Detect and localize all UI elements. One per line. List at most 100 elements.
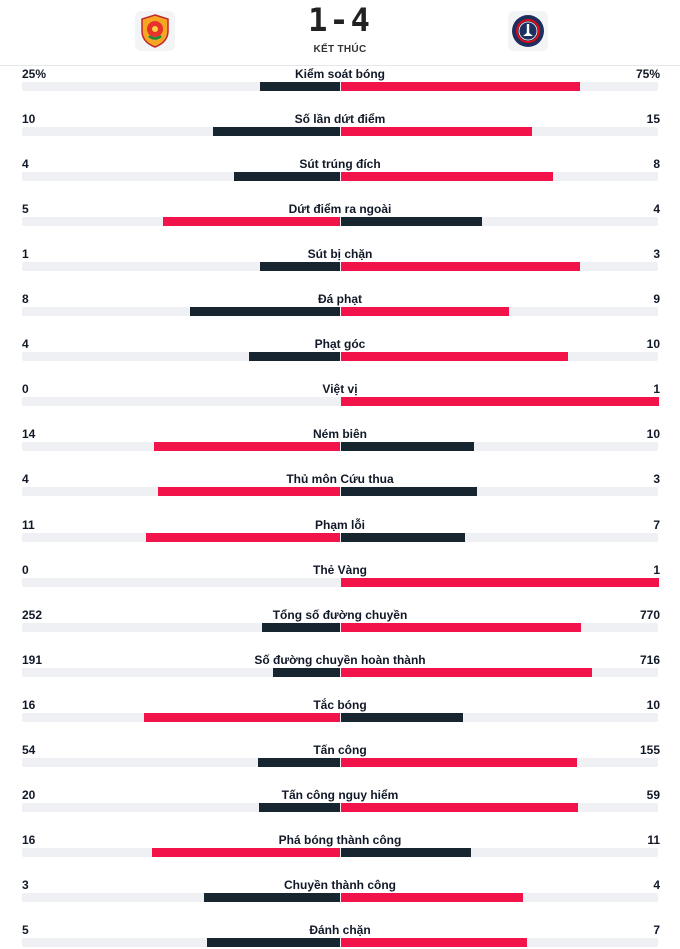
stat-label: Phạt góc	[314, 337, 366, 351]
away-stat-value: 10	[646, 698, 660, 712]
away-stat-bar	[341, 217, 482, 226]
away-stat-value: 716	[639, 653, 660, 667]
home-stat-value: 5	[22, 923, 29, 937]
home-stat-value: 16	[22, 833, 36, 847]
home-stat-bar	[146, 533, 340, 542]
home-stat-bar	[259, 803, 340, 812]
stat-label: Chuyền thành công	[284, 878, 396, 892]
stat-bar-track	[22, 713, 658, 722]
stat-bar-track	[22, 758, 658, 767]
home-stat-bar	[144, 713, 340, 722]
home-stat-bar	[190, 307, 340, 316]
home-stat-bar	[163, 217, 340, 226]
home-stat-value: 0	[22, 563, 29, 577]
stat-row: 54 Tấn công 155	[0, 742, 680, 787]
stat-bar-track	[22, 668, 658, 677]
stat-label: Đánh chặn	[309, 923, 371, 937]
away-stat-value: 3	[653, 247, 660, 261]
home-stat-value: 10	[22, 112, 36, 126]
stat-bar-track	[22, 262, 658, 271]
away-stat-bar	[341, 172, 553, 181]
away-stat-value: 7	[653, 518, 660, 532]
home-stat-bar	[234, 172, 340, 181]
home-stat-bar	[260, 262, 340, 271]
stat-label: Thẻ Vàng	[312, 563, 367, 577]
home-stat-bar	[204, 893, 340, 902]
away-stat-bar	[341, 803, 578, 812]
stat-bar-track	[22, 127, 658, 136]
away-stat-value: 9	[653, 292, 660, 306]
stat-label: Dứt điểm ra ngoài	[288, 202, 392, 216]
home-stat-value: 1	[22, 247, 29, 261]
home-stat-value: 191	[22, 653, 43, 667]
stat-bar-track	[22, 352, 658, 361]
away-stat-value: 75%	[635, 67, 660, 81]
home-stat-value: 25%	[22, 67, 47, 81]
home-stat-bar	[273, 668, 340, 677]
stat-bar-track	[22, 938, 658, 947]
stat-row: 3 Chuyền thành công 4	[0, 877, 680, 922]
stat-label: Tấn công	[313, 743, 367, 757]
home-stat-value: 8	[22, 292, 29, 306]
stat-label: Phá bóng thành công	[278, 833, 402, 847]
stat-bar-track	[22, 307, 658, 316]
stat-label: Việt vị	[322, 382, 358, 396]
home-stat-value: 5	[22, 202, 29, 216]
stat-bar-track	[22, 578, 659, 587]
home-stat-bar	[207, 938, 340, 947]
away-stat-value: 10	[646, 427, 660, 441]
stat-label: Thủ môn Cứu thua	[286, 472, 394, 486]
away-stat-bar	[341, 487, 477, 496]
stat-row: 16 Tắc bóng 10	[0, 697, 680, 742]
stat-label: Số đường chuyền hoàn thành	[254, 653, 426, 667]
away-stat-bar	[341, 262, 580, 271]
away-stat-bar	[341, 82, 580, 91]
stat-label: Tổng số đường chuyền	[272, 608, 408, 622]
stat-bar-track	[22, 848, 658, 857]
away-stat-bar	[341, 352, 568, 361]
stat-bar-track	[22, 82, 658, 91]
away-stat-value: 3	[653, 472, 660, 486]
stat-label: Tắc bóng	[313, 698, 367, 712]
away-stat-value: 770	[639, 608, 660, 622]
stat-row: 25% Kiểm soát bóng 75%	[0, 66, 680, 111]
home-stat-value: 20	[22, 788, 36, 802]
home-stat-bar	[152, 848, 340, 857]
home-stat-bar	[213, 127, 340, 136]
home-stat-value: 252	[22, 608, 43, 622]
home-stat-value: 4	[22, 157, 29, 171]
stat-bar-track	[22, 803, 658, 812]
stat-label: Sút trúng đích	[299, 157, 381, 171]
home-stat-value: 3	[22, 878, 29, 892]
away-stat-value: 4	[653, 878, 660, 892]
psg-crest-icon	[512, 15, 544, 47]
home-stat-bar	[262, 623, 340, 632]
stat-bar-track	[22, 533, 658, 542]
away-stat-value: 7	[653, 923, 660, 937]
stat-label: Ném biên	[312, 427, 367, 441]
stat-row: 14 Ném biên 10	[0, 426, 680, 471]
stat-bar-track	[22, 397, 659, 406]
stat-label: Đá phạt	[317, 292, 362, 306]
away-stat-value: 4	[653, 202, 660, 216]
stat-bar-track	[22, 893, 658, 902]
away-team-logo[interactable]	[508, 11, 548, 51]
home-stat-value: 16	[22, 698, 36, 712]
stat-label: Tấn công nguy hiểm	[281, 788, 399, 802]
home-stat-value: 14	[22, 427, 36, 441]
stat-row: 252 Tổng số đường chuyền 770	[0, 607, 680, 652]
stat-label: Kiểm soát bóng	[294, 67, 385, 81]
stat-row: 191 Số đường chuyền hoàn thành 716	[0, 652, 680, 697]
stat-row: 0 Thẻ Vàng 1	[0, 562, 680, 607]
away-stat-value: 15	[646, 112, 660, 126]
stat-row: 4 Sút trúng đích 8	[0, 156, 680, 201]
away-stat-bar	[341, 578, 659, 587]
stat-row: 11 Phạm lỗi 7	[0, 517, 680, 562]
stat-bar-track	[22, 172, 658, 181]
home-team-logo[interactable]	[135, 11, 175, 51]
stat-row: 5 Dứt điểm ra ngoài 4	[0, 201, 680, 246]
away-stat-bar	[341, 848, 471, 857]
stat-row: 4 Thủ môn Cứu thua 3	[0, 471, 680, 516]
home-stat-value: 4	[22, 472, 29, 486]
stat-row: 4 Phạt góc 10	[0, 336, 680, 381]
